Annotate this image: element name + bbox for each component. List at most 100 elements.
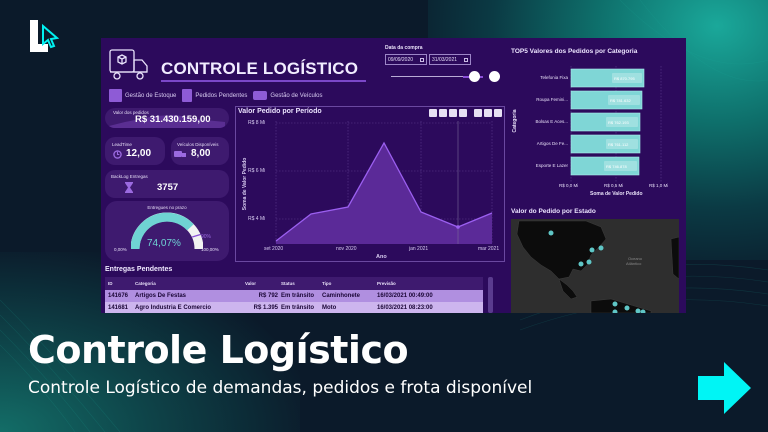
calendar-icon[interactable] [464, 57, 468, 62]
truck-box-icon [109, 49, 148, 80]
line-chart-title: Valor Pedido por Período [238, 108, 322, 115]
y-axis-label: Soma de Valor Pedido [242, 157, 248, 211]
kpi-label: Valor dos pedidos [113, 110, 149, 115]
brand-logo [30, 20, 60, 52]
kpi-value: 8,00 [191, 148, 211, 159]
kpi-value: R$ 31.430.159,00 [135, 114, 211, 125]
table: ID Categoria Valor Status Tipo Previsão … [105, 277, 483, 313]
page-navigation: Gestão de Estoque Pedidos Pendentes Gest… [109, 89, 322, 102]
nav-pedidos-pendentes[interactable]: Pedidos Pendentes [182, 89, 247, 102]
x-tick: jan 2021 [409, 246, 429, 252]
slider-track [391, 76, 483, 77]
column-header-tipo[interactable]: Tipo [322, 281, 332, 286]
x-tick: nov 2020 [336, 246, 357, 252]
slider-start-thumb[interactable] [469, 71, 480, 82]
column-header-id[interactable]: ID [108, 281, 113, 286]
start-date-input[interactable]: 09/09/2020 [385, 54, 427, 65]
cell-categoria: Artigos De Festas [135, 293, 187, 299]
bar-category-label: Esporte E Lazer [535, 163, 568, 168]
cell-id: 141681 [108, 305, 129, 311]
bar-x-axis-label: Soma de Valor Pedido [590, 191, 643, 197]
column-header-previsao[interactable]: Previsão [377, 281, 396, 286]
kpi-label: BackLog Entregas [111, 174, 148, 179]
expand-down-icon[interactable] [449, 109, 457, 117]
nav-label: Gestão de Estoque [125, 92, 177, 99]
x-tick: set 2020 [264, 246, 284, 252]
visual-toolbar [429, 109, 502, 117]
nav-label: Gestão de Veículos [270, 92, 323, 99]
date-range-slider[interactable] [385, 71, 500, 83]
map-shapes [516, 220, 679, 313]
bar-x-tick: R$ 0,5 Mi [604, 183, 624, 188]
map-title: Valor do Pedido por Estado [511, 208, 596, 215]
bar-chart-title: TOP5 Valores dos Pedidos por Categoria [511, 48, 638, 55]
kpi-veiculos: Veículos Disponíveis 8,00 [171, 137, 229, 165]
nav-label: Pedidos Pendentes [195, 92, 248, 99]
gauge-min: 0,00% [114, 247, 127, 252]
kpi-backlog: BackLog Entregas 3757 [105, 170, 229, 198]
filter-icon[interactable] [474, 109, 482, 117]
calendar-icon[interactable] [420, 57, 424, 62]
bar-value-label: R$ 746.878 [606, 164, 627, 169]
focus-icon[interactable] [484, 109, 492, 117]
bar-x-tick: R$ 1,0 Mi [649, 183, 669, 188]
bar-chart-card: TOP5 Valores dos Pedidos por Categoria T… [509, 42, 686, 202]
table-row[interactable]: 141676 Artigos De Festas R$ 792 Em trâns… [105, 290, 483, 302]
arrow-right-icon[interactable] [698, 362, 751, 414]
table-title: Entregas Pendentes [105, 266, 173, 273]
bar-chart [570, 66, 662, 182]
arrow-up-icon[interactable] [429, 109, 437, 117]
gauge-target: 90% [201, 234, 212, 240]
bar-category-label: Artigos De Fe... [536, 141, 568, 146]
cell-status: Em trânsito [281, 293, 315, 299]
date-filter-label: Data da compra [385, 45, 423, 51]
table-scrollbar[interactable] [488, 277, 493, 313]
nav-gestao-veiculos[interactable]: Gestão de Veículos [253, 91, 322, 100]
area-chart [275, 121, 493, 244]
hourglass-icon [125, 182, 133, 193]
slider-end-thumb[interactable] [489, 71, 500, 82]
bar-category-label: Roupa Femini... [536, 97, 568, 102]
x-axis-label: Ano [376, 254, 387, 260]
cell-previsao: 16/03/2021 08:23:00 [377, 305, 433, 311]
cell-tipo: Caminhonete [322, 293, 361, 299]
column-header-categoria[interactable]: Categoria [135, 281, 156, 286]
column-header-valor[interactable]: Valor [245, 281, 257, 286]
drill-icon[interactable] [459, 109, 467, 117]
map-area[interactable]: Oceano Atlântico [511, 219, 679, 313]
bar-value-label: R$ 762.193 [608, 120, 629, 125]
table-row[interactable]: 141681 Agro Industria E Comercio R$ 1.39… [105, 302, 483, 313]
truck-icon [174, 151, 186, 157]
dashboard-header: CONTROLE LOGÍSTICO [107, 48, 367, 82]
gauge-chart [131, 212, 203, 250]
gauge-entregues-prazo: Entregues no prazo 74,07% 0,00% 100,00% … [105, 201, 229, 261]
y-tick: R$ 4 Mi [248, 216, 266, 222]
nav-gestao-estoque[interactable]: Gestão de Estoque [109, 89, 176, 102]
map-card: Valor do Pedido por Estado Oceano Atlânt… [509, 206, 686, 313]
kpi-label: LeadTime [112, 142, 132, 147]
cell-previsao: 16/03/2021 00:49:00 [377, 293, 433, 299]
date-range-filter: Data da compra 09/09/2020 31/03/2021 [385, 45, 500, 83]
cell-valor: R$ 792 [258, 293, 278, 299]
dashboard-title: CONTROLE LOGÍSTICO [161, 59, 367, 82]
y-tick: R$ 6 Mi [248, 168, 266, 174]
bar-category-label: Bolsas E Aces... [535, 119, 568, 124]
start-date-value: 09/09/2020 [388, 56, 414, 63]
end-date-input[interactable]: 31/03/2021 [429, 54, 471, 65]
cell-valor: R$ 1.395 [253, 305, 278, 311]
arrow-down-icon[interactable] [439, 109, 447, 117]
gauge-max: 100,00% [201, 247, 219, 252]
cell-id: 141676 [108, 293, 129, 299]
caption-subtitle: Controle Logístico de demandas, pedidos … [28, 378, 533, 398]
end-date-value: 31/03/2021 [432, 56, 458, 63]
ocean-label: Atlântico [626, 261, 642, 266]
warehouse-icon [109, 89, 122, 102]
kpi-value: 12,00 [126, 148, 152, 159]
gauge-title: Entregues no prazo [147, 205, 187, 210]
column-header-status[interactable]: Status [281, 281, 295, 286]
kpi-leadtime: LeadTime 12,00 [105, 137, 165, 165]
kpi-label: Veículos Disponíveis [177, 142, 219, 147]
ocean-label: Oceano [628, 256, 643, 261]
bar-category-label: Telefonia Fixa [540, 75, 568, 80]
more-icon[interactable] [494, 109, 502, 117]
